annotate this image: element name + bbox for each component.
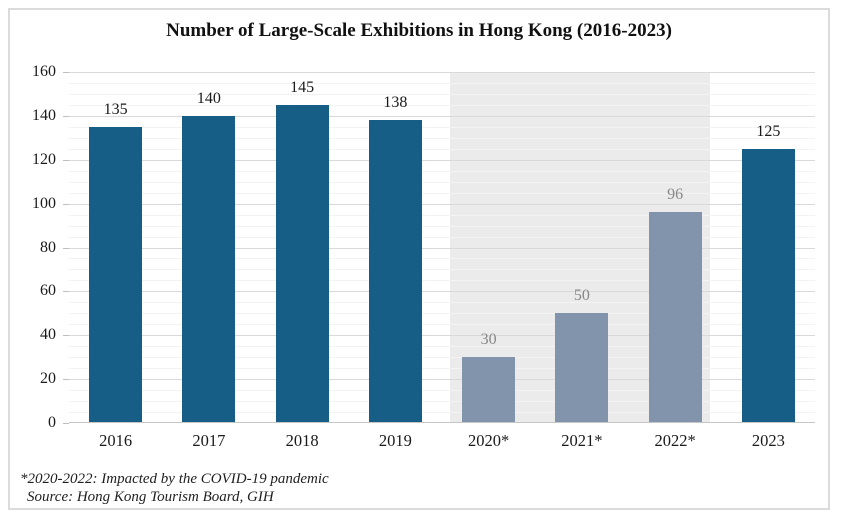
bar-2019 [368,120,422,422]
x-axis-label: 2019 [378,431,412,450]
minor-gridline [69,368,815,370]
y-axis-tick [63,72,69,73]
x-axis-label: 2018 [285,431,319,450]
y-axis-label: 100 [32,194,56,212]
plot-area: 0 20 40 60 80 100 120 140 160 135 2016 140 2017 145 20… [32,64,815,450]
major-gridline [69,291,815,293]
minor-gridline [69,313,815,315]
minor-gridline [69,214,815,216]
x-axis-label: 2023 [751,431,785,450]
major-gridline [69,159,815,161]
bar-2017 [182,115,236,422]
minor-gridline [69,126,815,128]
minor-gridline [69,236,815,238]
minor-gridline [69,412,815,414]
minor-gridline [69,93,815,95]
minor-gridline [69,346,815,348]
y-axis-tick [63,247,69,249]
bar-value-label: 135 [103,100,128,118]
footnote-source: Source: Hong Kong Tourism Board, GIH [27,489,274,505]
minor-gridline [69,390,815,392]
y-axis-tick [63,335,69,337]
y-axis-tick [63,159,69,161]
minor-gridline [69,302,815,304]
minor-gridline [69,137,815,139]
major-gridline [69,72,815,73]
bar-value-label: 125 [756,122,781,140]
bar-2023 [741,148,795,422]
minor-gridline [69,181,815,183]
bar-value-label: 138 [383,94,408,112]
major-gridline [69,247,815,249]
bar-value-label: 140 [196,89,221,107]
minor-gridline [69,280,815,282]
y-axis-label: 40 [40,326,56,344]
bar-2020 [462,357,516,422]
chart-title: Number of Large-Scale Exhibitions in Hon… [166,20,672,41]
bar-value-label: 96 [667,186,684,204]
x-axis-label: 2021* [561,431,603,450]
bar-2021 [555,313,609,422]
bar-value-label: 30 [480,331,497,349]
x-axis-line [69,422,815,423]
minor-gridline [69,269,815,271]
y-axis-tick [63,115,69,117]
minor-gridline [69,170,815,172]
minor-gridline [69,192,815,194]
bar-2016 [89,126,143,422]
bar-value-label: 50 [573,287,590,305]
footnote-block: *2020-2022: Impacted by the COVID-19 pan… [20,470,329,506]
major-gridline [69,115,815,117]
minor-gridline [69,225,815,227]
x-axis-label: 2017 [192,431,226,450]
minor-gridline [69,258,815,260]
x-axis-label: 2022* [654,431,696,450]
y-axis-label: 80 [40,238,56,256]
y-axis-label: 0 [48,414,56,431]
major-gridline [69,379,815,381]
x-axis-label: 2020* [468,431,510,450]
major-gridline [69,203,815,205]
y-axis-tick [63,291,69,293]
y-axis-tick [63,423,69,424]
minor-gridline [69,401,815,403]
major-gridline [69,335,815,337]
footnote-covid-note: *2020-2022: Impacted by the COVID-19 pan… [20,471,329,487]
minor-gridline [69,82,815,84]
y-axis-label: 60 [40,282,56,300]
bar-value-label: 145 [290,78,315,96]
y-axis-tick [63,379,69,381]
minor-gridline [69,324,815,326]
chart-figure: Number of Large-Scale Exhibitions in Hon… [8,8,830,510]
bar-2022 [648,212,702,422]
y-axis-label: 140 [32,106,56,124]
minor-gridline [69,357,815,359]
minor-gridline [69,148,815,150]
y-axis-label: 20 [40,370,56,388]
bar-2018 [275,104,329,422]
minor-gridline [69,104,815,106]
y-axis-tick [63,203,69,205]
y-axis-label: 120 [32,150,56,168]
x-axis-label: 2016 [99,431,133,450]
y-axis-label: 160 [32,63,56,80]
